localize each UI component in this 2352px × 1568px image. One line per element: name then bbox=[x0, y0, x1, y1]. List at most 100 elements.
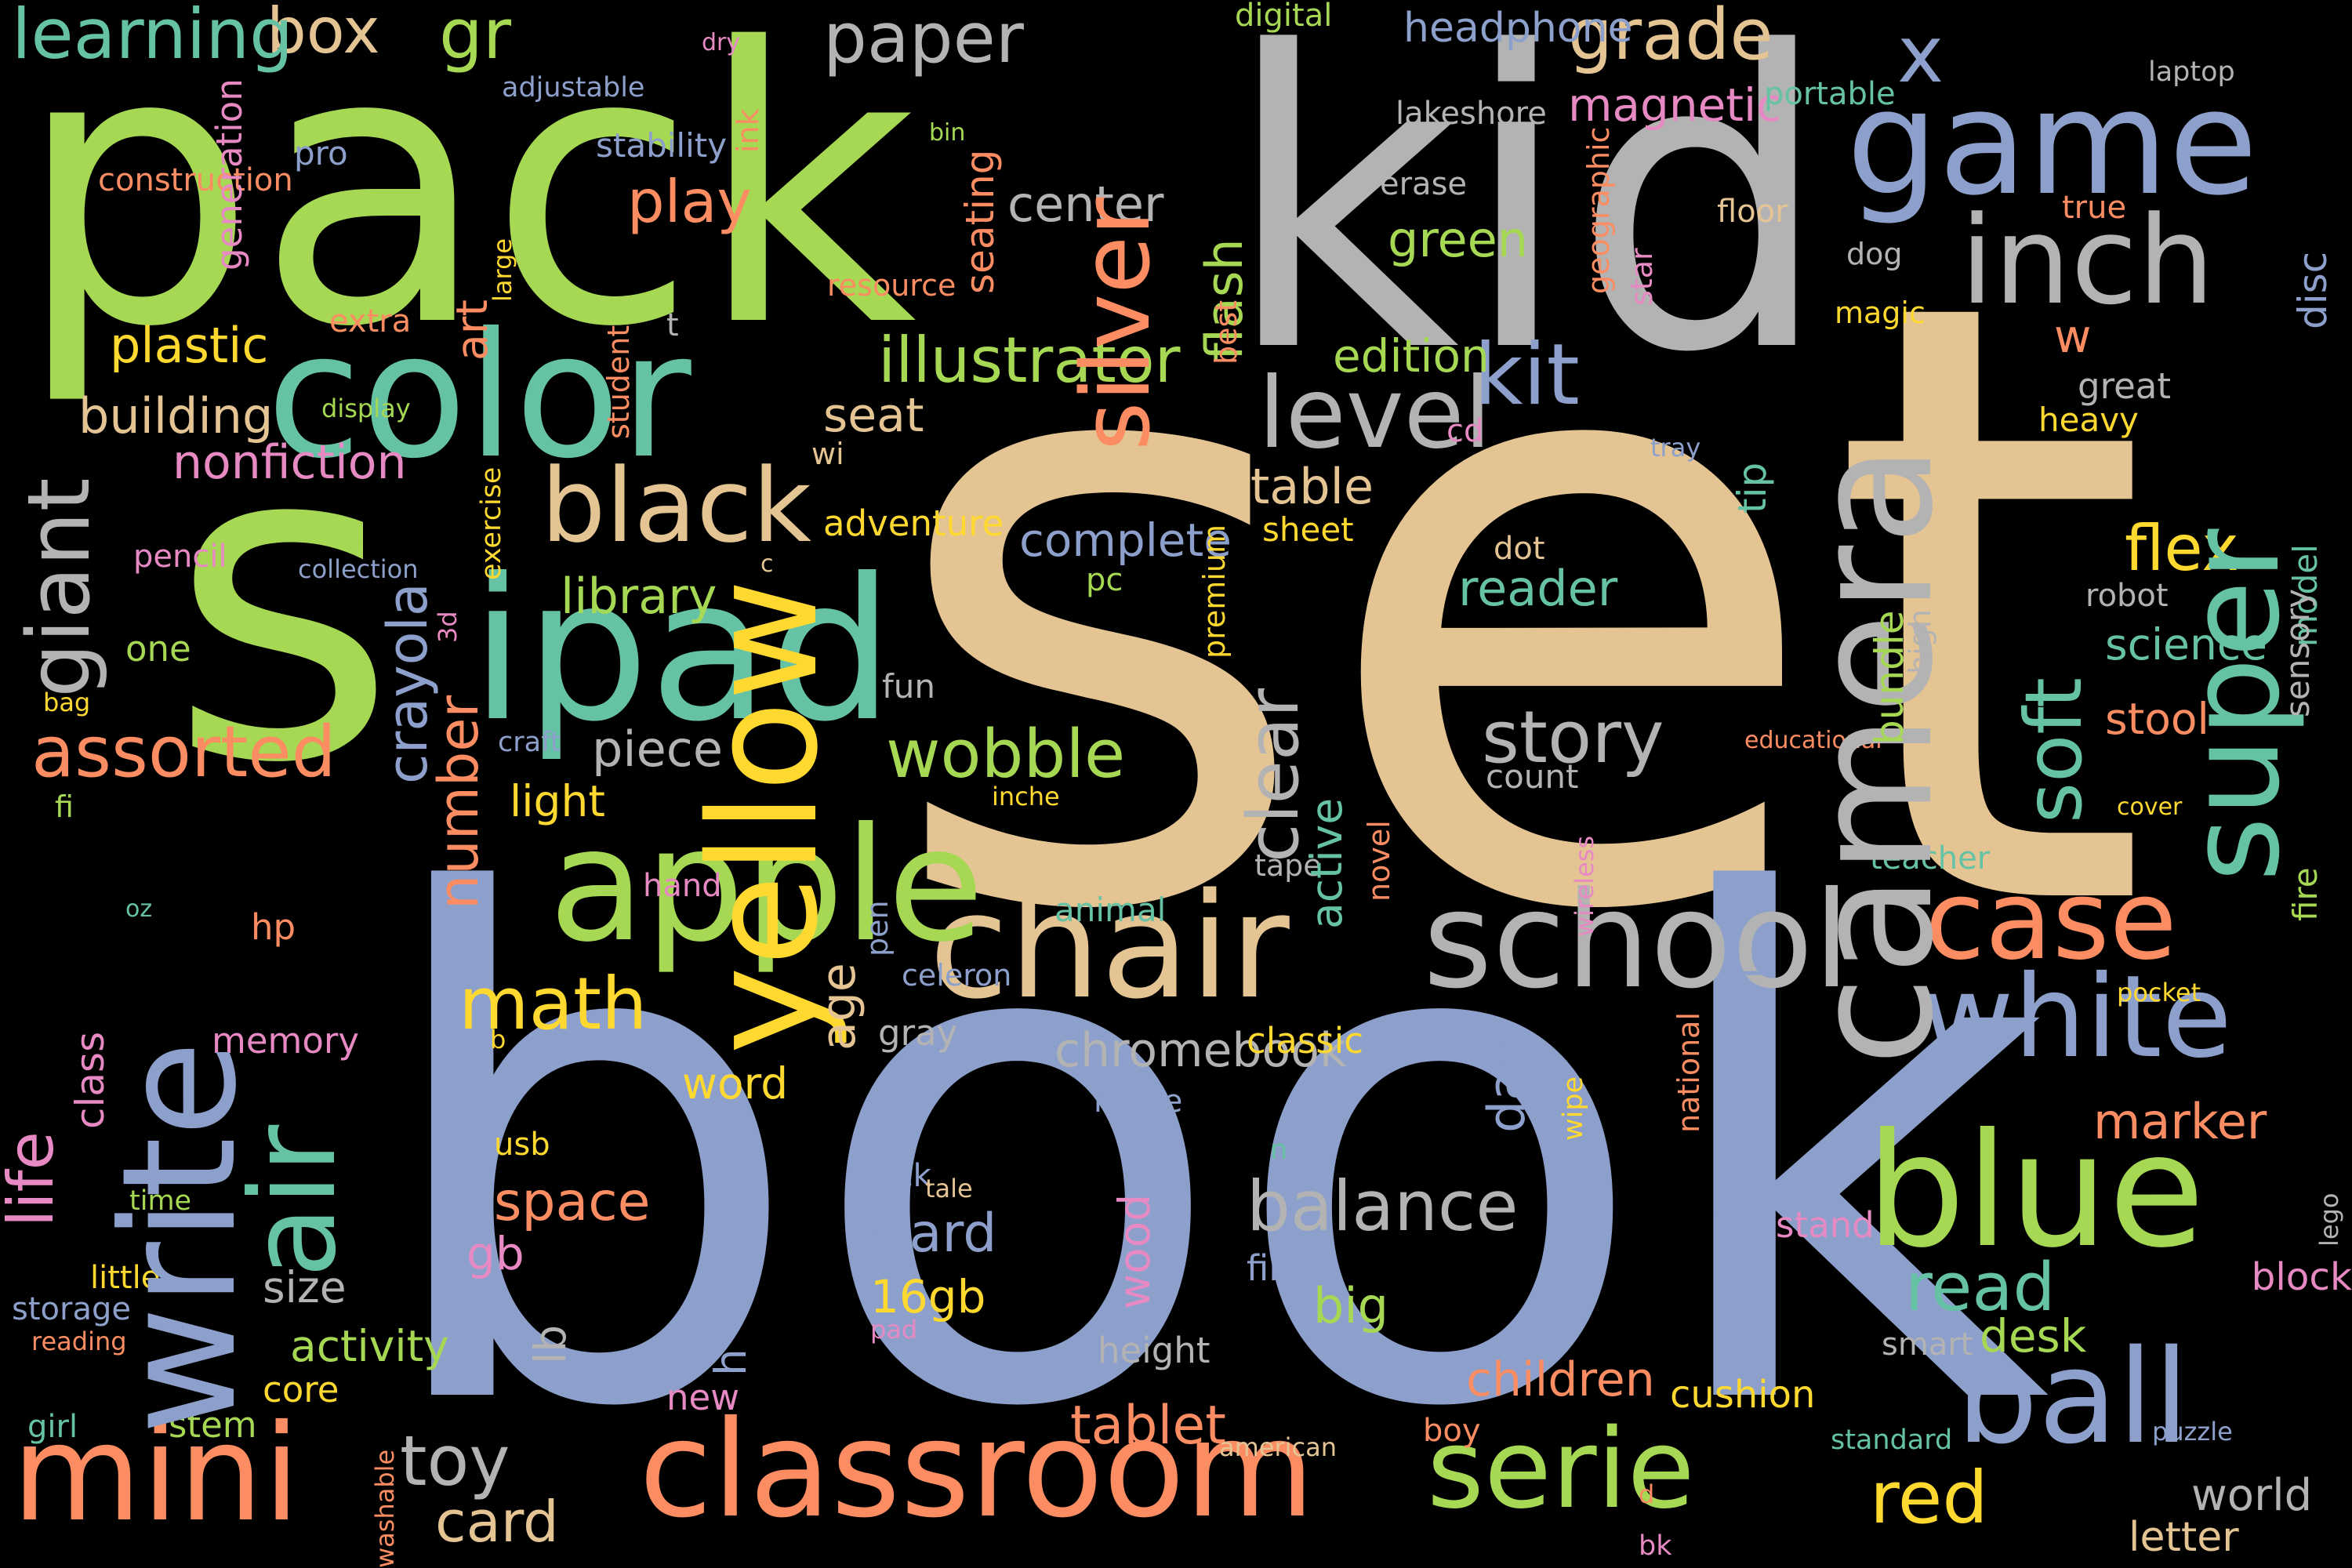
word-s: s bbox=[169, 348, 397, 859]
word-stem: 16gb bbox=[870, 1270, 986, 1323]
word-class: high bbox=[1903, 609, 1937, 674]
word-seat: illustrator bbox=[878, 324, 1181, 397]
word-gray: children bbox=[1466, 1352, 1655, 1407]
word-pad: construction bbox=[98, 162, 293, 198]
word-first: cushion bbox=[1670, 1373, 1816, 1417]
word-count: world bbox=[2191, 1470, 2313, 1521]
word-large: stand bbox=[1776, 1204, 1875, 1246]
word-collection: class bbox=[67, 1031, 113, 1129]
word-fun: pencil bbox=[133, 539, 227, 575]
word-home: ink bbox=[731, 108, 765, 153]
word-storage: art bbox=[447, 299, 497, 361]
word-chair: chair bbox=[929, 862, 1290, 1031]
word-hp: science bbox=[2105, 619, 2267, 670]
word-lb: tape bbox=[1254, 848, 1322, 883]
word-story: grade bbox=[1568, 0, 1773, 76]
word-student: national bbox=[1671, 1011, 1706, 1133]
word-tip: educational bbox=[1744, 727, 1882, 754]
word-library: read bbox=[1905, 1249, 2056, 1327]
word-reader: red bbox=[1870, 1456, 1988, 1540]
word-camera: true bbox=[2062, 190, 2127, 226]
word-novel: tale bbox=[925, 1174, 973, 1203]
word-green: soft bbox=[2008, 677, 2100, 823]
word-hand: exercise bbox=[476, 466, 507, 580]
word-silver: cd bbox=[1446, 413, 1484, 449]
word-block: table bbox=[1250, 458, 1374, 515]
word-word: edition bbox=[1333, 329, 1490, 383]
word-clear: pc bbox=[1086, 562, 1123, 598]
word-c: hp bbox=[251, 906, 296, 948]
word-new: big bbox=[1313, 1277, 1388, 1334]
word-pack: pack bbox=[16, 0, 917, 410]
word-giant: tray bbox=[1650, 433, 1701, 463]
word-educational: t bbox=[666, 307, 679, 343]
word-ball: ball bbox=[1956, 1322, 2190, 1472]
word-level: air bbox=[226, 1124, 362, 1278]
word-smart: lakeshore bbox=[1396, 96, 1547, 132]
word-serie: serie bbox=[1427, 1406, 1695, 1534]
word-light: plastic bbox=[110, 317, 269, 374]
word-marker: tablet bbox=[1070, 1395, 1226, 1457]
word-magnetic: day bbox=[1478, 1039, 1537, 1133]
word-standard: best bbox=[1209, 299, 1243, 365]
word-pocket: erase bbox=[1380, 166, 1468, 202]
word-resource: generation bbox=[209, 78, 250, 270]
word-desk: space bbox=[494, 1171, 651, 1233]
word-robot: large bbox=[488, 238, 517, 302]
word-dry: block bbox=[2251, 1255, 2352, 1299]
word-sensory: n bbox=[1270, 1134, 1288, 1166]
word-ink: smart bbox=[1882, 1327, 1973, 1363]
word-16gb: green bbox=[1388, 211, 1529, 268]
word-blue: blue bbox=[1866, 1100, 2205, 1283]
word-activity: disc bbox=[2290, 251, 2336, 329]
word-cover: extra bbox=[329, 303, 412, 339]
word-classic: marker bbox=[2093, 1093, 2267, 1150]
word-wi: number bbox=[426, 695, 491, 909]
word-case: case bbox=[1925, 857, 2177, 985]
word-flex: magnetic bbox=[1568, 78, 1782, 132]
word-lego: d bbox=[1639, 1479, 1655, 1509]
word-pro: sensory bbox=[2278, 588, 2317, 717]
word-seating: oz bbox=[125, 895, 153, 923]
word-read: learning bbox=[12, 0, 294, 74]
word-h: celeron bbox=[902, 958, 1012, 993]
word-board: math bbox=[459, 962, 648, 1046]
word-gr: school bbox=[1423, 863, 1851, 1018]
word-bag: stool bbox=[2105, 694, 2209, 744]
word-life: dot bbox=[1494, 531, 1545, 567]
word-digital: sheet bbox=[1262, 510, 1354, 549]
word-dot: memory bbox=[212, 1020, 360, 1062]
word-pencil: light bbox=[510, 776, 605, 826]
word-high: height bbox=[1098, 1330, 1210, 1371]
word-adventure: bag bbox=[43, 688, 91, 717]
word-time: tip bbox=[1730, 462, 1775, 514]
word-bk: floor bbox=[1717, 194, 1788, 230]
word-floor: core bbox=[263, 1369, 339, 1410]
word-yellow: heavy bbox=[2038, 401, 2139, 439]
word-pc: fi bbox=[55, 789, 74, 824]
word-fi: flex bbox=[2125, 512, 2239, 585]
word-generation: b bbox=[490, 1025, 506, 1054]
word-day: adventure bbox=[823, 503, 1004, 544]
word-national: boy bbox=[1423, 1413, 1481, 1449]
word-pen: stick bbox=[858, 1158, 931, 1194]
word-fire: usb bbox=[494, 1127, 550, 1163]
word-exercise: wipe bbox=[1558, 1076, 1589, 1141]
word-premium: pad bbox=[870, 1315, 918, 1345]
word-model: home bbox=[1094, 1083, 1183, 1120]
word-air: great bbox=[2078, 365, 2171, 407]
word-box: level bbox=[1258, 357, 1492, 470]
word-tablet: wobble bbox=[886, 716, 1126, 793]
word-celeron: 3d bbox=[433, 611, 463, 643]
word-height: digital bbox=[1235, 0, 1333, 34]
word-toy: giant bbox=[9, 477, 109, 698]
word-set: set bbox=[882, 124, 2153, 1091]
word-big: play bbox=[627, 167, 752, 236]
word-reading: w bbox=[2054, 310, 2092, 363]
word-illustrator: life bbox=[0, 1131, 67, 1227]
word-great: storage bbox=[12, 1291, 131, 1327]
word-erase: gray bbox=[878, 1012, 958, 1054]
word-bundle: cover bbox=[2117, 793, 2183, 821]
word-3d: wireless bbox=[1570, 835, 1599, 937]
